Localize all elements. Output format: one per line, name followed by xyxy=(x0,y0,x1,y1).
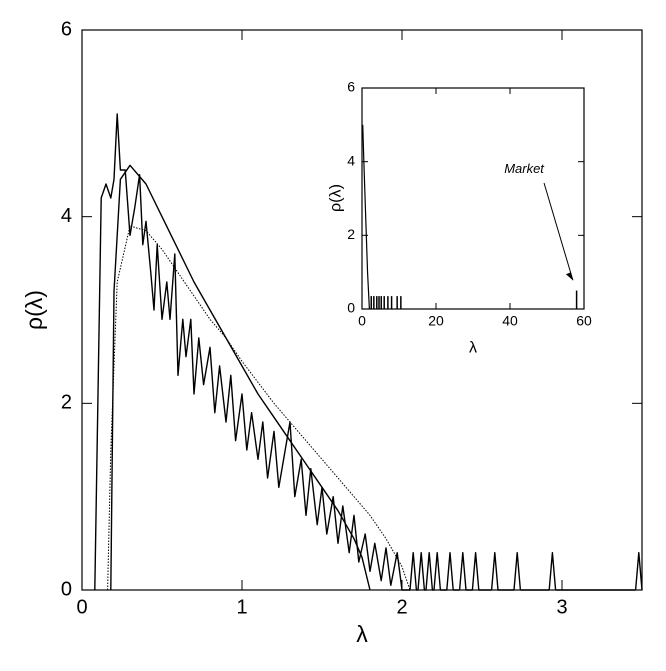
y-tick-label: 4 xyxy=(347,152,355,168)
y-tick-label: 4 xyxy=(61,205,72,227)
y-tick-label: 6 xyxy=(61,18,72,40)
y-tick-label: 2 xyxy=(347,226,355,242)
x-tick-label: 40 xyxy=(502,312,518,328)
x-tick-label: 0 xyxy=(358,312,366,328)
y-axis-label: ρ(λ) xyxy=(21,290,47,330)
y-tick-label: 6 xyxy=(347,79,355,95)
x-tick-label: 60 xyxy=(576,312,592,328)
x-axis-label: λ xyxy=(356,621,368,647)
data-line xyxy=(110,164,371,591)
y-tick-label: 2 xyxy=(61,392,72,414)
x-tick-label: 20 xyxy=(428,312,444,328)
annotation-arrow xyxy=(543,182,574,281)
arrow-head xyxy=(565,272,573,281)
data-line xyxy=(107,225,411,591)
y-tick-label: 0 xyxy=(61,578,72,600)
plot-frame xyxy=(361,87,585,310)
x-tick-label: 2 xyxy=(396,596,407,618)
y-axis-label: ρ(λ) xyxy=(326,184,344,212)
x-tick-label: 0 xyxy=(76,596,87,618)
x-tick-label: 1 xyxy=(236,596,247,618)
y-tick-label: 0 xyxy=(347,300,355,316)
x-tick-label: 3 xyxy=(556,596,567,618)
x-axis-label: λ xyxy=(469,338,477,356)
annotation: Market xyxy=(504,161,545,176)
data-line xyxy=(362,124,370,310)
